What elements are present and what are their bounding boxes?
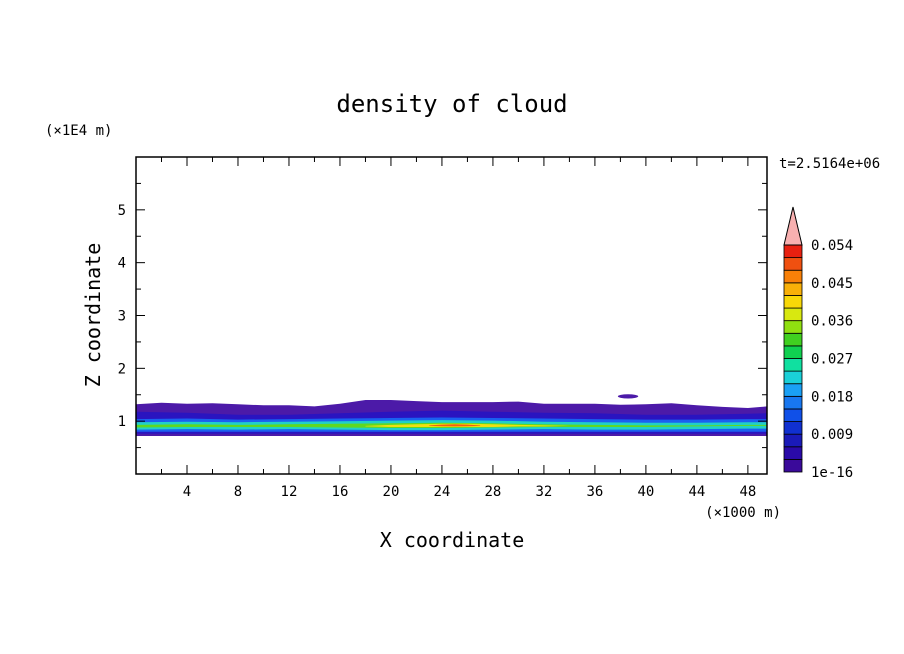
chart-title: density of cloud bbox=[336, 90, 567, 118]
density-band-6 bbox=[429, 424, 481, 427]
colorbar-swatch bbox=[783, 244, 803, 259]
time-label: t=2.5164e+06 bbox=[779, 156, 880, 172]
y-tick-label: 4 bbox=[118, 256, 126, 272]
colorbar-swatch bbox=[783, 370, 803, 385]
colorbar-swatch bbox=[783, 408, 803, 422]
x-ticks: 4 8 12 16 20 24 28 32 36 40 44 48 bbox=[160, 157, 756, 500]
x-tick-label: 24 bbox=[434, 484, 451, 500]
density-blob-0 bbox=[617, 394, 639, 399]
colorbar-swatch bbox=[783, 433, 803, 448]
colorbar-swatch bbox=[783, 358, 803, 372]
colorbar-label: 0.045 bbox=[811, 276, 853, 292]
x-tick-label: 32 bbox=[535, 484, 552, 500]
colorbar-swatch bbox=[783, 395, 803, 410]
x-axis-label: X coordinate bbox=[380, 528, 525, 552]
y-tick-label: 3 bbox=[118, 309, 126, 325]
y-tick-label: 1 bbox=[118, 414, 126, 430]
colorbar: 1e-16 0.009 0.018 0.027 0.036 0.045 0.054 bbox=[783, 206, 853, 481]
colorbar-swatch bbox=[783, 332, 803, 347]
y-unit-label: (×1E4 m) bbox=[45, 123, 112, 139]
colorbar-swatch bbox=[783, 446, 803, 460]
x-tick-label: 12 bbox=[281, 484, 298, 500]
colorbar-label: 0.018 bbox=[811, 389, 853, 405]
x-tick-label: 44 bbox=[688, 484, 705, 500]
colorbar-label: 1e-16 bbox=[811, 465, 853, 481]
colorbar-swatch bbox=[783, 383, 803, 397]
colorbar-swatch bbox=[783, 345, 803, 359]
colorbar-swatch bbox=[783, 269, 803, 284]
x-tick-label: 16 bbox=[332, 484, 349, 500]
y-axis-label: Z coordinate bbox=[81, 243, 105, 388]
x-tick-label: 4 bbox=[183, 484, 191, 500]
colorbar-label: 0.036 bbox=[811, 314, 853, 330]
x-tick-label: 8 bbox=[234, 484, 242, 500]
colorbar-label: 0.027 bbox=[811, 352, 853, 368]
y-tick-label: 5 bbox=[118, 203, 126, 219]
colorbar-swatch bbox=[783, 295, 803, 309]
x-tick-label: 48 bbox=[739, 484, 756, 500]
colorbar-swatch bbox=[783, 458, 803, 473]
x-tick-label: 28 bbox=[484, 484, 501, 500]
colorbar-label: 0.054 bbox=[811, 238, 853, 254]
x-tick-label: 36 bbox=[586, 484, 603, 500]
y-tick-label: 2 bbox=[118, 361, 126, 377]
colorbar-extend-arrow bbox=[783, 206, 803, 246]
colorbar-swatch bbox=[783, 320, 803, 334]
colorbar-swatch bbox=[783, 307, 803, 322]
x-unit-label: (×1000 m) bbox=[705, 505, 781, 521]
colorbar-label: 0.009 bbox=[811, 427, 853, 443]
density-field bbox=[136, 394, 767, 436]
colorbar-swatch bbox=[783, 421, 803, 435]
x-tick-label: 40 bbox=[637, 484, 654, 500]
colorbar-swatch bbox=[783, 282, 803, 296]
colorbar-swatch bbox=[783, 257, 803, 271]
y-ticks: 1 2 3 4 5 bbox=[118, 182, 767, 449]
x-tick-label: 20 bbox=[383, 484, 400, 500]
